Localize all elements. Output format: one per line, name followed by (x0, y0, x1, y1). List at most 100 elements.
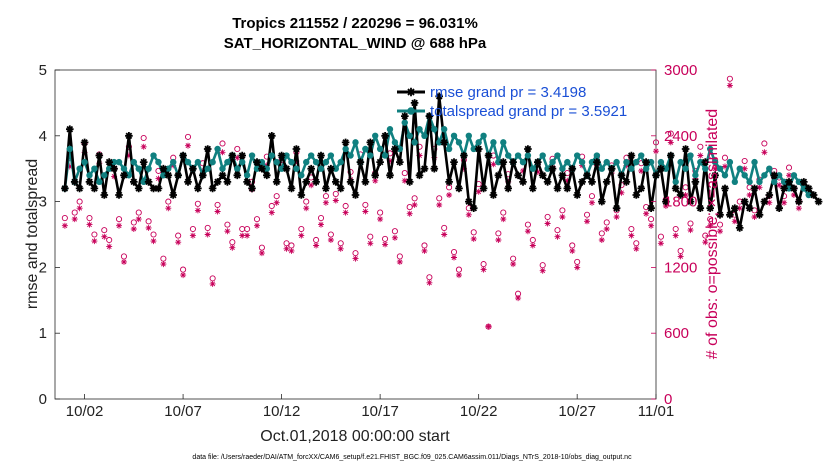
rmse-point (194, 184, 202, 193)
totalspread-point (391, 139, 399, 146)
obs-possible-point (130, 219, 137, 226)
totalspread-point (638, 152, 645, 159)
obs-assimilated-point (667, 139, 674, 146)
obs-assimilated-point (534, 169, 541, 175)
obs-possible-point (716, 221, 724, 228)
rmse-point (529, 184, 537, 193)
obs-assimilated-point (653, 148, 659, 155)
rmse-point (809, 191, 818, 199)
totalspread-point (647, 158, 655, 166)
obs-assimilated-point (682, 192, 689, 198)
obs-assimilated-point (411, 201, 418, 208)
obs-assimilated-point (121, 258, 127, 265)
rmse-point (534, 158, 542, 166)
rmse-point (253, 158, 261, 166)
rmse-point (509, 158, 517, 166)
rmse-point (583, 171, 591, 180)
totalspread-point (697, 158, 704, 166)
rmse-point (361, 178, 370, 186)
totalspread-point (623, 158, 630, 166)
obs-assimilated-point (219, 149, 226, 156)
rmse-point (681, 145, 690, 153)
obs-assimilated-point (470, 235, 477, 242)
totalspread-point (165, 165, 172, 172)
rmse-point (701, 158, 710, 166)
totalspread-point (706, 145, 714, 153)
totalspread-point (657, 158, 665, 166)
obs-possible-point (588, 193, 596, 200)
totalspread-point (170, 158, 177, 166)
obs-possible-point (184, 133, 192, 140)
obs-assimilated-point (633, 245, 640, 252)
rmse-point (642, 158, 650, 166)
totalspread-point (278, 165, 285, 172)
chart-title: Tropics 211552 / 220296 = 96.031% (232, 15, 478, 32)
rmse-point (696, 204, 705, 212)
rmse-point (199, 171, 207, 180)
totalspread-point (204, 165, 211, 172)
totalspread-point (120, 165, 128, 172)
rmse-point (765, 191, 774, 199)
obs-possible-point (672, 225, 679, 233)
obs-assimilated-point (273, 199, 280, 206)
rmse-point (740, 197, 749, 206)
totalspread-point (514, 152, 522, 159)
obs-assimilated-point (194, 207, 201, 214)
obs-assimilated-point (717, 228, 723, 235)
y-right-tick-label: 0 (664, 391, 672, 408)
obs-assimilated-point (229, 244, 236, 251)
obs-assimilated-point (741, 165, 748, 172)
rmse-point (179, 151, 187, 160)
obs-possible-point (101, 227, 108, 234)
rmse-point (341, 138, 350, 147)
series-layer (61, 92, 823, 232)
obs-assimilated-point (495, 237, 502, 243)
obs-assimilated-point (465, 211, 472, 218)
obs-assimilated-point (726, 82, 733, 89)
obs-possible-point (697, 143, 704, 150)
totalspread-point (243, 172, 251, 179)
rmse-point (134, 184, 143, 193)
obs-possible-point (495, 230, 502, 237)
obs-assimilated-point (352, 255, 359, 262)
rmse-point (258, 164, 266, 173)
rmse-point (401, 112, 409, 120)
totalspread-point (692, 172, 699, 179)
obs-assimilated-point (657, 240, 664, 247)
obs-possible-point (707, 216, 714, 223)
obs-possible-point (165, 198, 172, 205)
totalspread-point (573, 152, 581, 159)
legend-rmse-label: rmse grand pr = 3.4198 (430, 84, 586, 101)
rmse-point (455, 184, 463, 193)
obs-possible-point (648, 216, 655, 223)
totalspread-point (795, 178, 803, 186)
rmse-point (95, 151, 104, 160)
obs-possible-point (583, 211, 591, 218)
obs-possible-point (628, 225, 635, 233)
obs-assimilated-point (520, 167, 526, 174)
obs-assimilated-point (628, 232, 635, 239)
obs-assimilated-point (569, 247, 576, 254)
totalspread-point (544, 165, 551, 172)
totalspread-point (135, 165, 142, 172)
totalspread-point (96, 178, 103, 186)
totalspread-point (598, 165, 606, 172)
obs-assimilated-point (441, 231, 448, 238)
obs-possible-point (667, 130, 674, 137)
totalspread-point (445, 145, 453, 153)
obs-possible-point (268, 202, 275, 210)
obs-possible-point (598, 230, 605, 237)
obs-assimilated-point (189, 232, 196, 239)
obs-assimilated-point (130, 226, 137, 232)
totalspread-point (66, 145, 73, 153)
x-tick-label: 11/01 (638, 403, 674, 420)
rmse-point (351, 191, 360, 199)
totalspread-point (327, 152, 335, 159)
totalspread-point (130, 158, 138, 166)
rmse-point (716, 211, 724, 219)
totalspread-point (495, 158, 502, 166)
obs-assimilated-point (283, 245, 290, 252)
totalspread-point (465, 132, 473, 139)
obs-assimilated-point (367, 240, 374, 247)
